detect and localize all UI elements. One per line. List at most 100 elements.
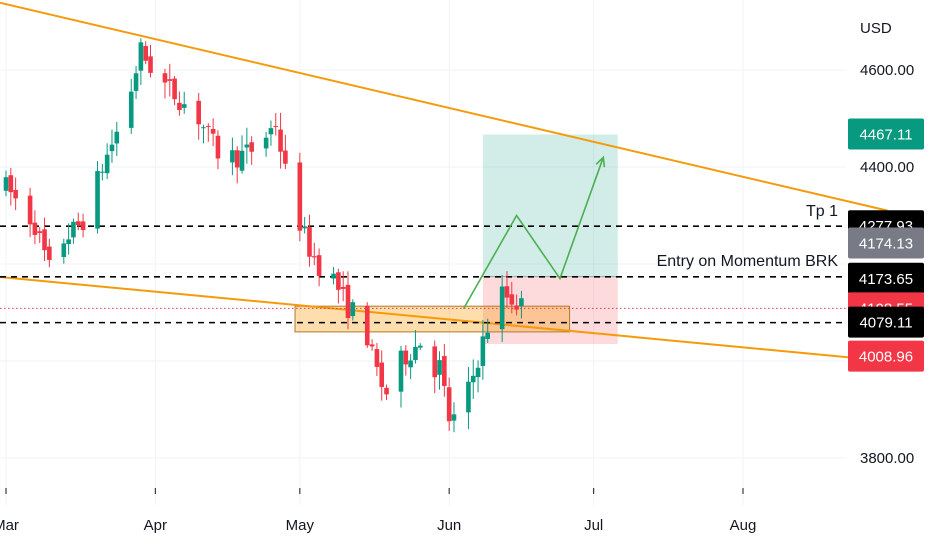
candle-body [336,272,341,290]
candle-body [71,221,76,238]
trendline [0,275,888,362]
candle-body [437,360,442,375]
candle-body [403,350,409,365]
candle-body [504,286,510,298]
candle-body [80,221,86,231]
candle-body [32,222,38,235]
candle-body [114,131,120,144]
candle-body [263,137,269,149]
candle-body [398,350,404,392]
x-tick-label: Jun [437,517,461,534]
trendlines [0,1,888,362]
annotations: Tp 1 Entry on Momentum BRK [657,203,839,270]
candle-body [104,154,110,174]
entry-label: Entry on Momentum BRK [657,253,839,270]
candle-body [331,273,336,279]
candle-body [13,189,18,199]
candle-body [451,414,457,421]
price-badges: 4467.114277.934174.134173.654108.554079.… [848,118,924,372]
candle-body [446,387,452,422]
x-axis: Mar Apr May Jun Jul Aug [0,488,756,534]
candle-body [143,46,148,61]
candle-body [417,345,423,348]
candle-body [201,127,206,129]
candle-body [215,135,221,159]
candle-body [442,356,447,386]
candle-body [27,195,33,225]
candle-body [239,150,245,171]
candle-body [384,387,389,395]
price-badge-label: 4008.96 [859,349,913,366]
candle-body [95,171,100,229]
candle-body [345,284,351,319]
candle-body [109,144,115,152]
candle-body [369,344,375,347]
y-axis: USD 4600.00 4400.00 3800.00 [860,20,914,467]
candle-body [42,229,47,251]
candle-body [162,73,168,83]
candle-body [466,381,471,413]
x-tick-label: May [286,517,315,534]
price-badge-label: 4173.65 [859,271,913,288]
y-tick-label: 4600.00 [860,62,914,79]
candle-body [302,226,307,229]
candle-body [297,162,303,231]
candlesticks [3,38,524,433]
candle-body [364,305,370,346]
candle-body [249,142,254,152]
price-badge-label: 4079.11 [859,315,912,332]
price-badge-label: 4174.13 [859,236,913,253]
candle-body [509,294,515,305]
candle-body [210,128,216,134]
candle-body [514,305,519,310]
currency-label: USD [860,20,892,37]
candle-body [374,349,380,367]
chart-zones [294,134,618,345]
candle-body [196,100,201,125]
price-badge [848,118,924,150]
x-tick-label: Mar [0,517,19,534]
candle-body [148,56,153,73]
price-badge [848,340,924,372]
projection-line [462,157,605,310]
x-tick-label: Apr [144,517,167,534]
candle-body [379,362,385,387]
candle-body [206,126,211,128]
candle-body [138,42,144,71]
tp1-label: Tp 1 [806,203,838,220]
candle-body [519,298,524,307]
candle-body [37,231,43,234]
candle-body [172,78,177,100]
trendline [0,1,888,212]
candle-body [432,346,438,378]
candle-body [128,91,134,128]
candle-body [480,336,486,366]
candle-body [499,286,505,330]
candle-body [133,73,139,91]
candle-body [485,332,490,339]
x-tick-label: Aug [730,517,757,534]
candle-body [408,360,413,368]
price-badge [848,262,924,294]
candle-body [350,302,356,317]
candle-body [75,221,81,226]
candle-body [475,367,481,378]
candle-body [340,286,346,289]
candle-body [3,177,9,191]
demand-zone [294,305,571,333]
price-levels [0,225,846,324]
price-badge [848,227,924,259]
candle-body [307,226,312,257]
candle-body [470,375,476,383]
projection-path [462,155,606,310]
candle-body [283,150,288,164]
price-badge-label: 4467.11 [859,126,912,143]
candle-body [234,150,240,168]
candle-body [311,256,317,258]
candle-body [61,243,67,257]
candle-body [273,126,279,128]
projection-arrowhead [595,155,606,168]
candle-body [230,150,235,163]
candle-body [278,129,283,152]
